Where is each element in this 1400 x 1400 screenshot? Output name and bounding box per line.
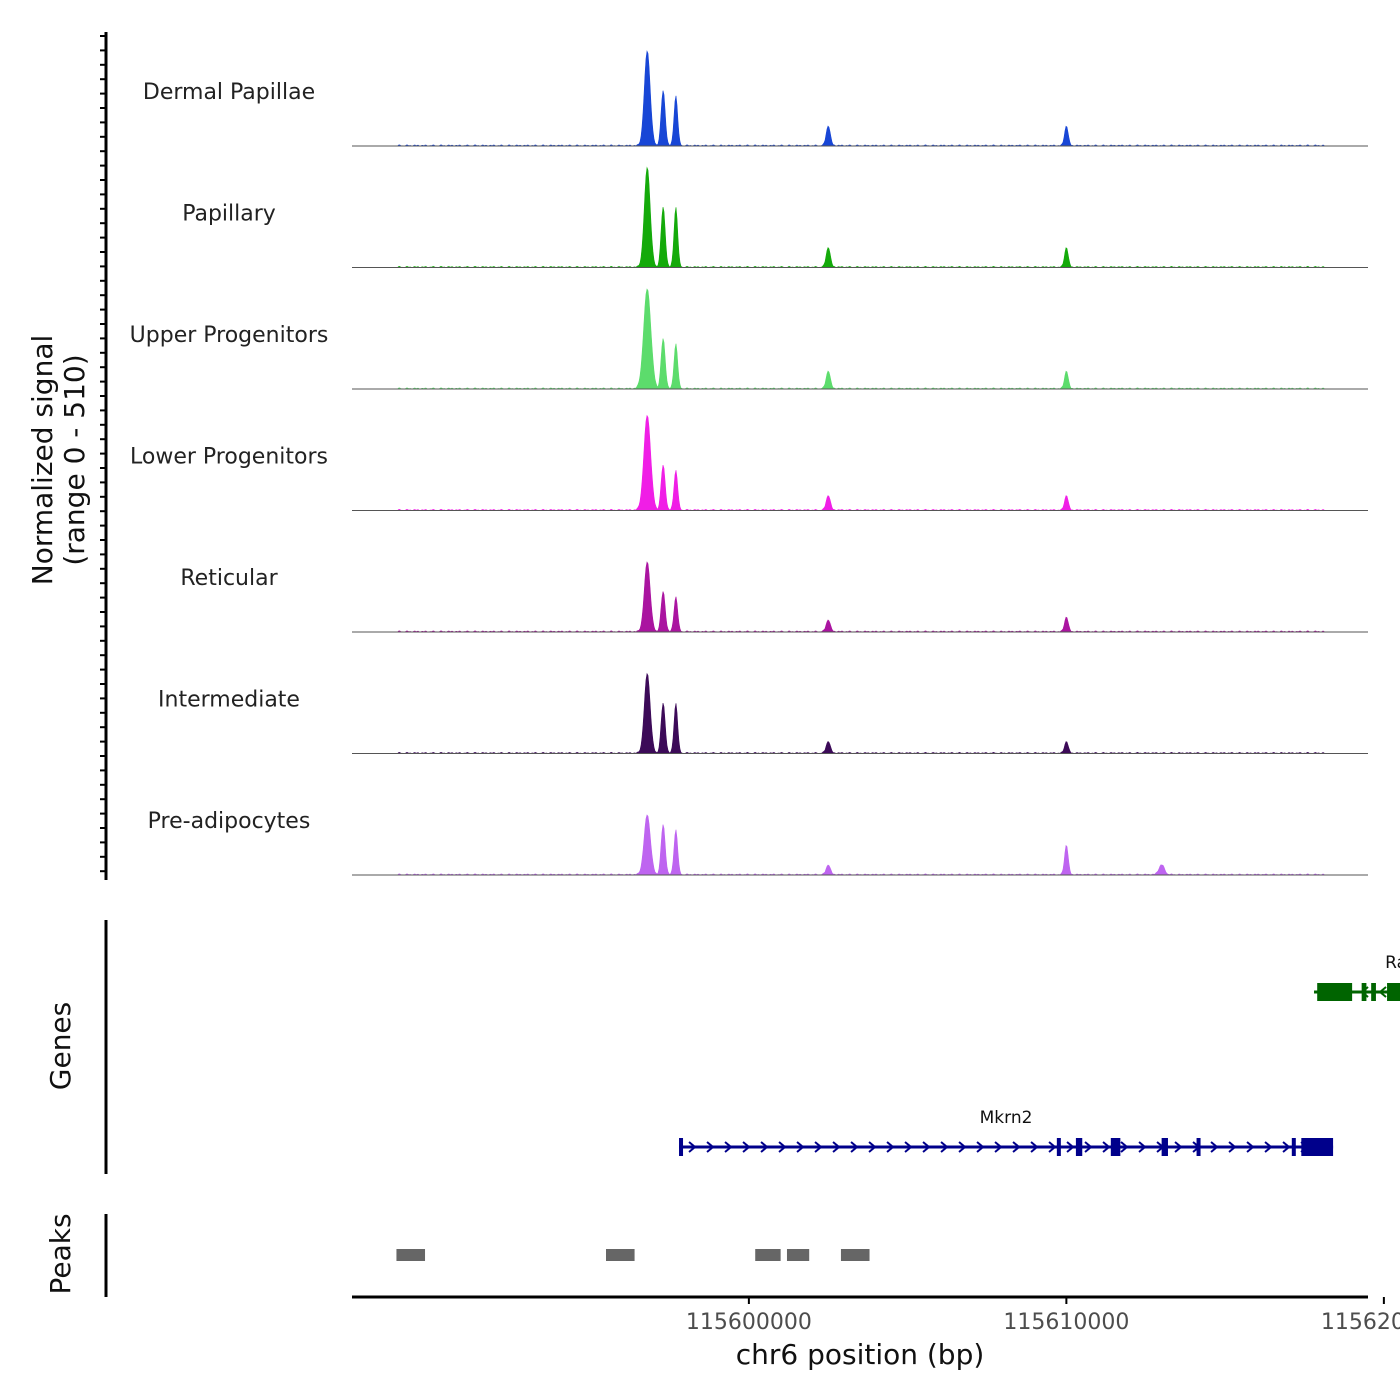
strand-arrow [958,1141,967,1153]
track-label: Papillary [182,202,276,227]
strand-arrow [1102,1141,1111,1153]
coverage-area [397,414,1325,511]
strand-arrow [904,1141,913,1153]
x-axis-title: chr6 position (bp) [736,1338,985,1371]
coverage-area [397,672,1325,754]
track-reticular: Reticular [180,561,1368,633]
strand-arrow [868,1141,877,1153]
gene-exon [1075,1138,1083,1156]
peak-region [396,1249,426,1261]
y-axis-title-line1: Normalized signal [26,335,59,586]
gene-exon [1056,1138,1061,1156]
track-papillary: Papillary [182,166,1368,268]
x-tick-label: 115620000 [1321,1310,1400,1335]
strand-arrow [994,1141,1003,1153]
gene-exon [1161,1138,1168,1156]
peak-region [840,1249,870,1261]
x-tick-label: 115610000 [1003,1310,1129,1335]
peaks-panel-title: Peaks [44,1213,77,1294]
strand-arrow [1246,1141,1255,1153]
coverage-area [397,814,1325,876]
peak-region [786,1249,810,1261]
gene-exon [1317,983,1353,1001]
gene-exon [1387,983,1400,1001]
track-dermal-papillae: Dermal Papillae [143,50,1368,147]
track-pre-adipocytes: Pre-adipocytes [148,809,1368,876]
peaks-panel [104,1214,870,1297]
strand-arrow [922,1141,931,1153]
track-label: Reticular [180,566,278,591]
strand-arrow [760,1141,769,1153]
coverage-area [397,166,1325,268]
x-tick-label: 115600000 [686,1310,812,1335]
strand-arrow [1120,1141,1129,1153]
strand-arrow [1012,1141,1021,1153]
track-label: Dermal Papillae [143,80,315,105]
gene-exon [1291,1138,1296,1156]
gene-exon [1196,1138,1201,1156]
strand-arrow [850,1141,859,1153]
peak-region [606,1249,635,1261]
strand-arrow [976,1141,985,1153]
gene-exon [679,1138,684,1156]
coverage-area [397,288,1325,390]
coverage-area [397,561,1325,633]
strand-arrow [724,1141,733,1153]
y-axis-title-line2: (range 0 - 510) [58,354,91,565]
strand-arrow [1378,986,1387,998]
strand-arrow [1228,1141,1237,1153]
strand-arrow [1030,1141,1039,1153]
gene-label: Raf1 [1385,953,1400,973]
gene-label: Mkrn2 [980,1108,1033,1128]
strand-arrow [832,1141,841,1153]
signal-y-axis [100,32,108,880]
strand-arrow [940,1141,949,1153]
strand-arrow [886,1141,895,1153]
strand-arrow [1282,1141,1291,1153]
peak-region [755,1249,781,1261]
strand-arrow [1138,1141,1147,1153]
strand-arrow [1210,1141,1219,1153]
gene-mkrn2: Mkrn2 [679,1108,1334,1156]
strand-arrow [706,1141,715,1153]
x-axis: 115600000 115610000 115620000 [352,1295,1400,1335]
strand-arrow [1048,1141,1057,1153]
track-label: Upper Progenitors [130,323,329,348]
strand-arrow [814,1141,823,1153]
track-label: Pre-adipocytes [148,809,311,834]
coverage-area [397,50,1325,147]
track-lower-progenitors: Lower Progenitors [130,414,1368,511]
coverage-tracks: Dermal Papillae Papillary Upper Progenitor… [130,50,1368,876]
strand-arrow [1084,1141,1093,1153]
strand-arrow [1264,1141,1273,1153]
gene-exon [1110,1138,1121,1156]
strand-arrow [1174,1141,1183,1153]
strand-arrow [778,1141,787,1153]
gene-exon [1301,1138,1334,1156]
strand-arrow [742,1141,751,1153]
strand-arrow [688,1141,697,1153]
track-intermediate: Intermediate [158,672,1368,754]
track-label: Lower Progenitors [130,445,328,470]
track-upper-progenitors: Upper Progenitors [130,288,1368,390]
genes-panel: Raf1 Mkrn2 [104,920,1400,1174]
gene-exon [1361,983,1367,1001]
genes-panel-title: Genes [44,1002,77,1090]
gene-exon [1371,983,1376,1001]
gene-raf1: Raf1 [1314,953,1400,1001]
track-label: Intermediate [158,688,300,713]
strand-arrow [796,1141,805,1153]
strand-arrow [1066,1141,1075,1153]
